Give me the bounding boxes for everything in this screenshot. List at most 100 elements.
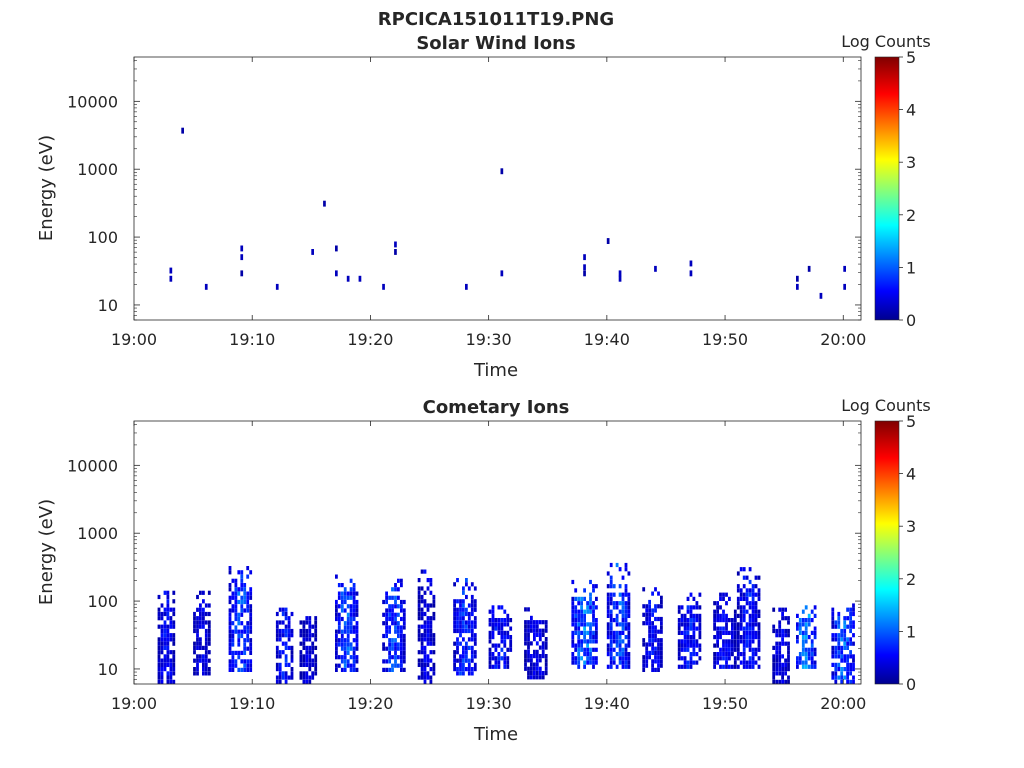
heatmap-cell bbox=[716, 609, 719, 614]
heatmap-cell bbox=[349, 608, 353, 613]
heatmap-cell bbox=[731, 647, 734, 652]
heatmap-cell bbox=[500, 647, 504, 652]
heatmap-cell bbox=[394, 583, 397, 588]
heatmap-cell bbox=[804, 626, 808, 631]
heatmap-cell bbox=[352, 583, 356, 588]
heatmap-cell bbox=[494, 656, 498, 661]
heatmap-cell bbox=[683, 639, 687, 644]
heatmap-cell bbox=[453, 628, 456, 634]
heatmap-cell bbox=[843, 667, 847, 672]
heatmap-cell bbox=[698, 656, 702, 661]
heatmap-cell bbox=[778, 667, 782, 672]
x-tick-label: 19:40 bbox=[584, 330, 630, 349]
heatmap-cell bbox=[308, 654, 312, 659]
heatmap-cell bbox=[846, 662, 849, 667]
heatmap-cell bbox=[778, 607, 782, 612]
heatmap-cell bbox=[615, 562, 619, 568]
heatmap-cell bbox=[459, 616, 462, 621]
heatmap-cell bbox=[169, 658, 173, 663]
heatmap-cell bbox=[429, 667, 433, 672]
heatmap-cell bbox=[742, 630, 746, 635]
heatmap-cell bbox=[207, 667, 211, 672]
heatmap-cell bbox=[592, 613, 595, 618]
heatmap-cell bbox=[535, 620, 539, 625]
heatmap-cell bbox=[719, 605, 722, 610]
heatmap-cell bbox=[302, 637, 306, 642]
heatmap-cell bbox=[246, 621, 250, 626]
heatmap-cell bbox=[423, 654, 427, 659]
heatmap-cell bbox=[275, 667, 279, 672]
heatmap-cell bbox=[299, 662, 303, 667]
heatmap-cell bbox=[337, 625, 341, 630]
heatmap-cell bbox=[163, 641, 167, 646]
heatmap-cell bbox=[736, 647, 740, 652]
heatmap-cell bbox=[429, 582, 433, 587]
heatmap-cell bbox=[713, 609, 716, 614]
heatmap-cell bbox=[651, 621, 654, 626]
heatmap-cell bbox=[834, 620, 838, 625]
heatmap-cell bbox=[810, 643, 814, 648]
heatmap-cell bbox=[193, 667, 196, 672]
heatmap-cell bbox=[305, 671, 309, 676]
heatmap-cell bbox=[654, 667, 657, 672]
heatmap-cell bbox=[852, 611, 855, 617]
heatmap-cell bbox=[166, 616, 170, 621]
heatmap-cell bbox=[423, 662, 427, 667]
heatmap-cell bbox=[725, 664, 728, 669]
heatmap-cell bbox=[840, 675, 844, 680]
heatmap-cell bbox=[228, 667, 232, 672]
heatmap-cell bbox=[609, 609, 613, 614]
heatmap-cell bbox=[834, 675, 838, 680]
heatmap-cell bbox=[314, 662, 318, 667]
heatmap-cell bbox=[426, 616, 430, 621]
heatmap-cell bbox=[716, 639, 719, 644]
heatmap-cell bbox=[240, 599, 244, 605]
heatmap-cell bbox=[204, 658, 208, 663]
heatmap-cell bbox=[583, 635, 586, 640]
heatmap-cell bbox=[243, 646, 247, 651]
heatmap-cell bbox=[621, 575, 625, 580]
heatmap-cell bbox=[751, 639, 755, 644]
heatmap-cell bbox=[491, 609, 495, 614]
heatmap-cell bbox=[453, 607, 456, 612]
heatmap-cell bbox=[757, 643, 761, 648]
heatmap-cell bbox=[692, 626, 696, 631]
heatmap-cell bbox=[621, 622, 625, 627]
heatmap-cell bbox=[733, 639, 737, 644]
heatmap-cell bbox=[420, 599, 424, 604]
heatmap-cell bbox=[733, 609, 737, 614]
heatmap-cell bbox=[787, 616, 790, 621]
heatmap-cell bbox=[234, 629, 238, 634]
heatmap-cell bbox=[500, 639, 504, 644]
heatmap-cell bbox=[606, 652, 610, 657]
heatmap-cell bbox=[420, 611, 424, 617]
heatmap-cell bbox=[335, 633, 338, 639]
heatmap-cell bbox=[385, 591, 388, 596]
heatmap-cell bbox=[574, 596, 578, 601]
heatmap-cell bbox=[580, 643, 583, 648]
heatmap-cell bbox=[420, 607, 424, 612]
heatmap-cell bbox=[228, 650, 232, 655]
heatmap-cell bbox=[246, 599, 250, 605]
heatmap-cell bbox=[728, 630, 731, 635]
heatmap-cell bbox=[196, 624, 199, 629]
heatmap-cell bbox=[196, 671, 199, 676]
heatmap-cell bbox=[426, 641, 430, 646]
heatmap-cell bbox=[757, 626, 761, 631]
heatmap-cell bbox=[204, 628, 208, 634]
heatmap-cell bbox=[577, 613, 581, 618]
heatmap-cell bbox=[852, 603, 855, 608]
heatmap-cell bbox=[462, 611, 465, 617]
heatmap-cell bbox=[278, 675, 282, 680]
heatmap-cell bbox=[290, 633, 294, 638]
heatmap-cell bbox=[530, 615, 533, 620]
heatmap-cell bbox=[533, 666, 536, 671]
heatmap-cell bbox=[657, 655, 660, 660]
heatmap-cell bbox=[595, 596, 598, 601]
heatmap-cell bbox=[728, 656, 731, 661]
heatmap-cell bbox=[627, 635, 631, 640]
heatmap-cell bbox=[592, 639, 595, 644]
heatmap-cell bbox=[196, 620, 199, 625]
heatmap-cell bbox=[385, 646, 388, 651]
heatmap-cell bbox=[742, 639, 746, 644]
